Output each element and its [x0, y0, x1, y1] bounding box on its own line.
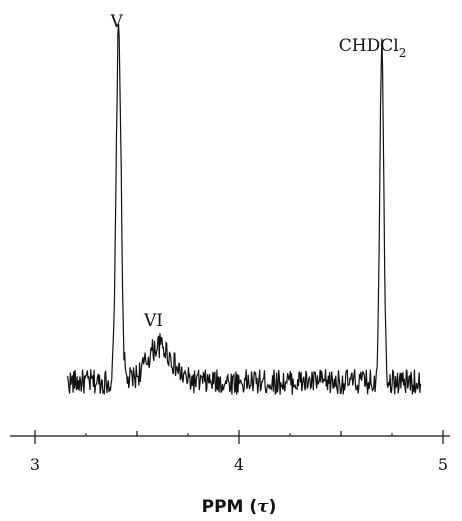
x-axis-ticks: 3 4 5	[30, 430, 448, 474]
x-axis-title-suffix: )	[269, 497, 277, 517]
x-tick-label: 3	[30, 455, 40, 474]
x-tick-label: 4	[234, 455, 244, 474]
x-axis-title-variable: τ	[257, 497, 269, 517]
spectrum-trace	[67, 23, 422, 395]
x-tick-label: 5	[438, 455, 448, 474]
x-axis-title-prefix: PPM (	[202, 497, 258, 517]
peak-label-chdcl2: CHDCl2	[339, 36, 407, 60]
peak-label-chdcl2-main: CHDCl	[339, 36, 399, 56]
peak-label-chdcl2-subscript: 2	[399, 46, 407, 60]
x-axis-title: PPM (τ)	[202, 497, 277, 517]
peak-label-vi: VI	[143, 311, 163, 331]
peak-label-v: V	[109, 12, 123, 32]
